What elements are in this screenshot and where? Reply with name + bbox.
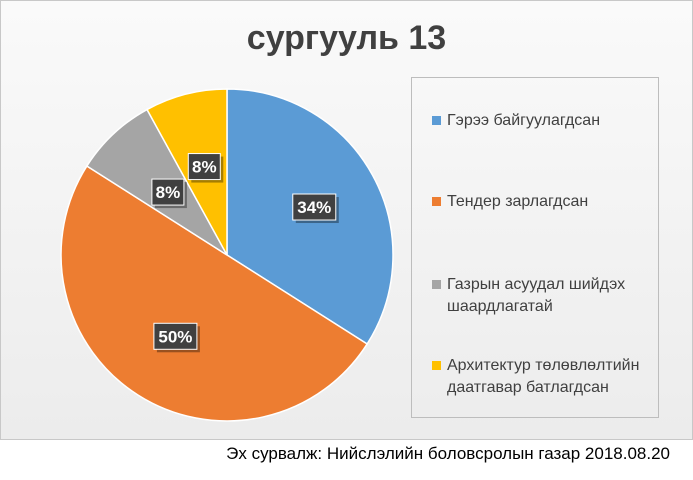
legend-label: Тендер зарлагдсан xyxy=(447,193,589,210)
pie-slice-tender xyxy=(60,165,369,422)
legend-swatch xyxy=(432,280,441,289)
legend-label: Гэрээ байгуулагдсан xyxy=(447,112,601,129)
legend-item-land: Газрын асуудал шийдэх шаардлагатай xyxy=(432,274,652,318)
source-note: Эх сурвалж: Нийслэлийн боловсролын газар… xyxy=(226,444,670,463)
chart-area: сургууль 13 34% 50% 8% 8% Гэрээ байгуулагдс… xyxy=(0,0,693,440)
pie-data-label: 50% xyxy=(153,322,200,353)
legend-item-tender: Тендер зарлагдсан xyxy=(432,191,652,213)
pie-data-label-text: 50% xyxy=(158,327,192,346)
legend-swatch xyxy=(432,116,441,125)
legend-label: Газрын асуудал шийдэх шаардлагатай xyxy=(447,276,626,315)
pie-data-label-text: 8% xyxy=(192,158,217,177)
pie-data-label: 8% xyxy=(151,178,187,209)
pie-data-label-text: 8% xyxy=(156,183,181,202)
legend-swatch xyxy=(432,361,441,370)
chart-title: сургууль 13 xyxy=(246,19,447,57)
legend-item-architecture: Архитектур төлөвлөлтийн даатгавар батлаг… xyxy=(432,355,652,399)
legend-swatch xyxy=(432,197,441,206)
legend-label: Архитектур төлөвлөлтийн даатгавар батлаг… xyxy=(447,357,640,396)
pie-slice-architecture xyxy=(146,88,228,256)
pie-chart: 34% 50% 8% 8% xyxy=(60,88,394,422)
legend-item-signed: Гэрээ байгуулагдсан xyxy=(432,110,652,132)
pie-data-label: 8% xyxy=(187,153,224,183)
pie-data-label: 34% xyxy=(292,193,339,224)
legend: Гэрээ байгуулагдсан Тендер зарлагдсан Га… xyxy=(411,77,659,418)
pie-data-label-text: 34% xyxy=(297,198,331,217)
